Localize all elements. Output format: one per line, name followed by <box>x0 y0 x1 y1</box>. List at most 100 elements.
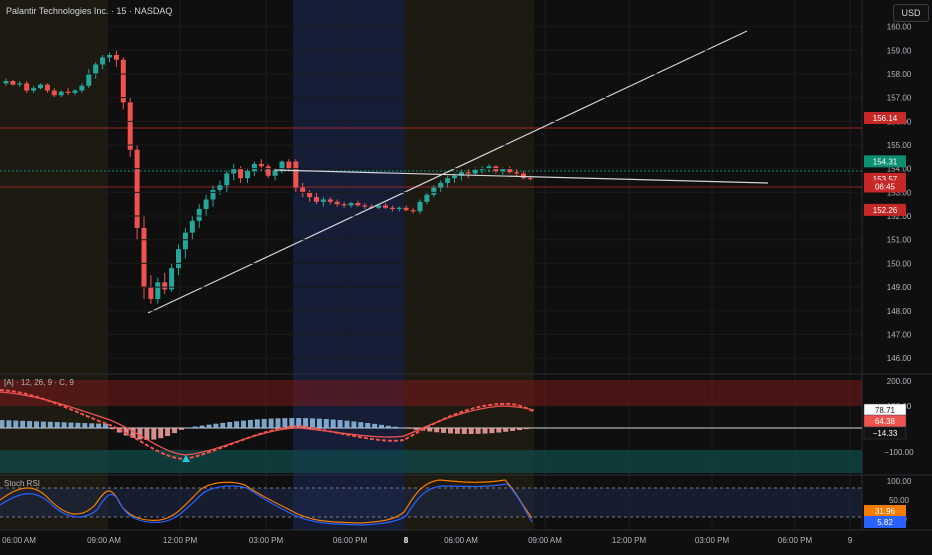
macd-tick-label: 200.00 <box>887 377 912 386</box>
candle-body <box>176 249 181 268</box>
candle-body <box>52 91 57 96</box>
macd-histogram-bar <box>310 418 315 428</box>
candle-body <box>107 55 112 57</box>
time-tick-label: 9 <box>848 536 853 545</box>
stoch-value-label: 5.82 <box>877 518 893 527</box>
macd-histogram-bar <box>455 428 460 434</box>
macd-histogram-bar <box>462 428 467 434</box>
candle-body <box>86 74 91 86</box>
macd-histogram-bar <box>331 420 336 428</box>
candle-body <box>155 282 160 299</box>
candle-body <box>93 64 98 73</box>
macd-histogram-bar <box>82 423 87 428</box>
macd-histogram-bar <box>193 427 198 428</box>
macd-histogram-bar <box>427 428 432 432</box>
candle-body <box>342 204 347 205</box>
candle-body <box>521 173 526 178</box>
candle-body <box>293 162 298 188</box>
macd-histogram-bar <box>110 428 115 429</box>
price-tick-label: 160.00 <box>887 23 912 32</box>
candle-body <box>507 169 512 173</box>
macd-histogram-bar <box>48 422 53 428</box>
currency-button[interactable]: USD <box>893 4 929 22</box>
candle-body <box>335 202 340 204</box>
candle-body <box>252 164 257 171</box>
time-tick-label: 06:00 PM <box>778 536 813 545</box>
macd-tick-label: −100.00 <box>884 448 914 457</box>
chart-title[interactable]: Palantir Technologies Inc. · 15 · NASDAQ <box>6 6 172 16</box>
macd-histogram-bar <box>276 418 281 428</box>
price-badge-label: 06:45 <box>875 182 896 191</box>
candle-body <box>169 268 174 289</box>
macd-histogram-bar <box>227 422 232 428</box>
candle-body <box>10 81 15 85</box>
candle-body <box>528 178 533 179</box>
price-tick-label: 147.00 <box>887 330 912 339</box>
macd-histogram-bar <box>62 422 67 428</box>
candle-body <box>452 176 457 178</box>
macd-histogram-bar <box>489 428 494 433</box>
macd-histogram-bar <box>27 421 32 428</box>
candle-body <box>273 171 278 176</box>
stoch-indicator-label[interactable]: Stoch RSI <box>4 479 40 488</box>
candle-body <box>328 199 333 201</box>
candle-body <box>321 199 326 201</box>
price-badge-label: 152.26 <box>873 206 898 215</box>
price-tick-label: 146.00 <box>887 354 912 363</box>
macd-histogram-bar <box>13 421 18 428</box>
macd-histogram-bar <box>89 423 94 428</box>
macd-histogram-bar <box>524 428 529 429</box>
candle-body <box>17 83 22 84</box>
candle-body <box>4 81 9 83</box>
time-tick-label: 09:00 AM <box>528 536 562 545</box>
macd-indicator-label[interactable]: [A] · 12, 26, 9 · C, 9 <box>4 378 74 387</box>
time-tick-label: 06:00 PM <box>333 536 368 545</box>
macd-histogram-bar <box>393 427 398 428</box>
macd-histogram-bar <box>262 419 267 428</box>
macd-histogram-bar <box>200 426 205 428</box>
macd-histogram-bar <box>338 420 343 428</box>
candle-body <box>38 85 43 89</box>
candle-body <box>259 164 264 166</box>
macd-histogram-bar <box>172 428 177 433</box>
macd-histogram-bar <box>448 428 453 433</box>
candle-body <box>31 88 36 90</box>
time-tick-label: 12:00 PM <box>612 536 647 545</box>
price-tick-label: 159.00 <box>887 46 912 55</box>
stoch-tick-label: 50.00 <box>889 496 910 505</box>
candle-body <box>314 197 319 202</box>
macd-histogram-bar <box>510 428 515 431</box>
candle-body <box>466 172 471 173</box>
price-tick-label: 149.00 <box>887 283 912 292</box>
candle-body <box>79 86 84 91</box>
candle-body <box>383 205 388 207</box>
candle-body <box>355 203 360 205</box>
candle-body <box>197 209 202 221</box>
macd-histogram-bar <box>379 425 384 428</box>
macd-histogram-bar <box>0 420 5 428</box>
macd-histogram-bar <box>179 428 184 430</box>
macd-histogram-bar <box>358 422 363 428</box>
macd-histogram-bar <box>434 428 439 432</box>
macd-histogram-bar <box>158 428 163 438</box>
candle-body <box>238 169 243 178</box>
macd-histogram-bar <box>503 428 508 432</box>
price-tick-label: 158.00 <box>887 70 912 79</box>
candle-body <box>45 85 50 91</box>
time-tick-label: 03:00 PM <box>695 536 730 545</box>
candle-body <box>266 166 271 175</box>
macd-histogram-bar <box>151 428 156 440</box>
candle-body <box>231 169 236 174</box>
macd-histogram-bar <box>220 423 225 428</box>
macd-histogram-bar <box>351 421 356 428</box>
candle-body <box>411 210 416 211</box>
macd-histogram-bar <box>69 423 74 428</box>
macd-histogram-bar <box>34 421 39 428</box>
time-tick-label: 8 <box>404 536 409 545</box>
macd-histogram-bar <box>255 419 260 428</box>
macd-histogram-bar <box>496 428 501 433</box>
candle-body <box>190 221 195 233</box>
macd-histogram-bar <box>282 418 287 428</box>
